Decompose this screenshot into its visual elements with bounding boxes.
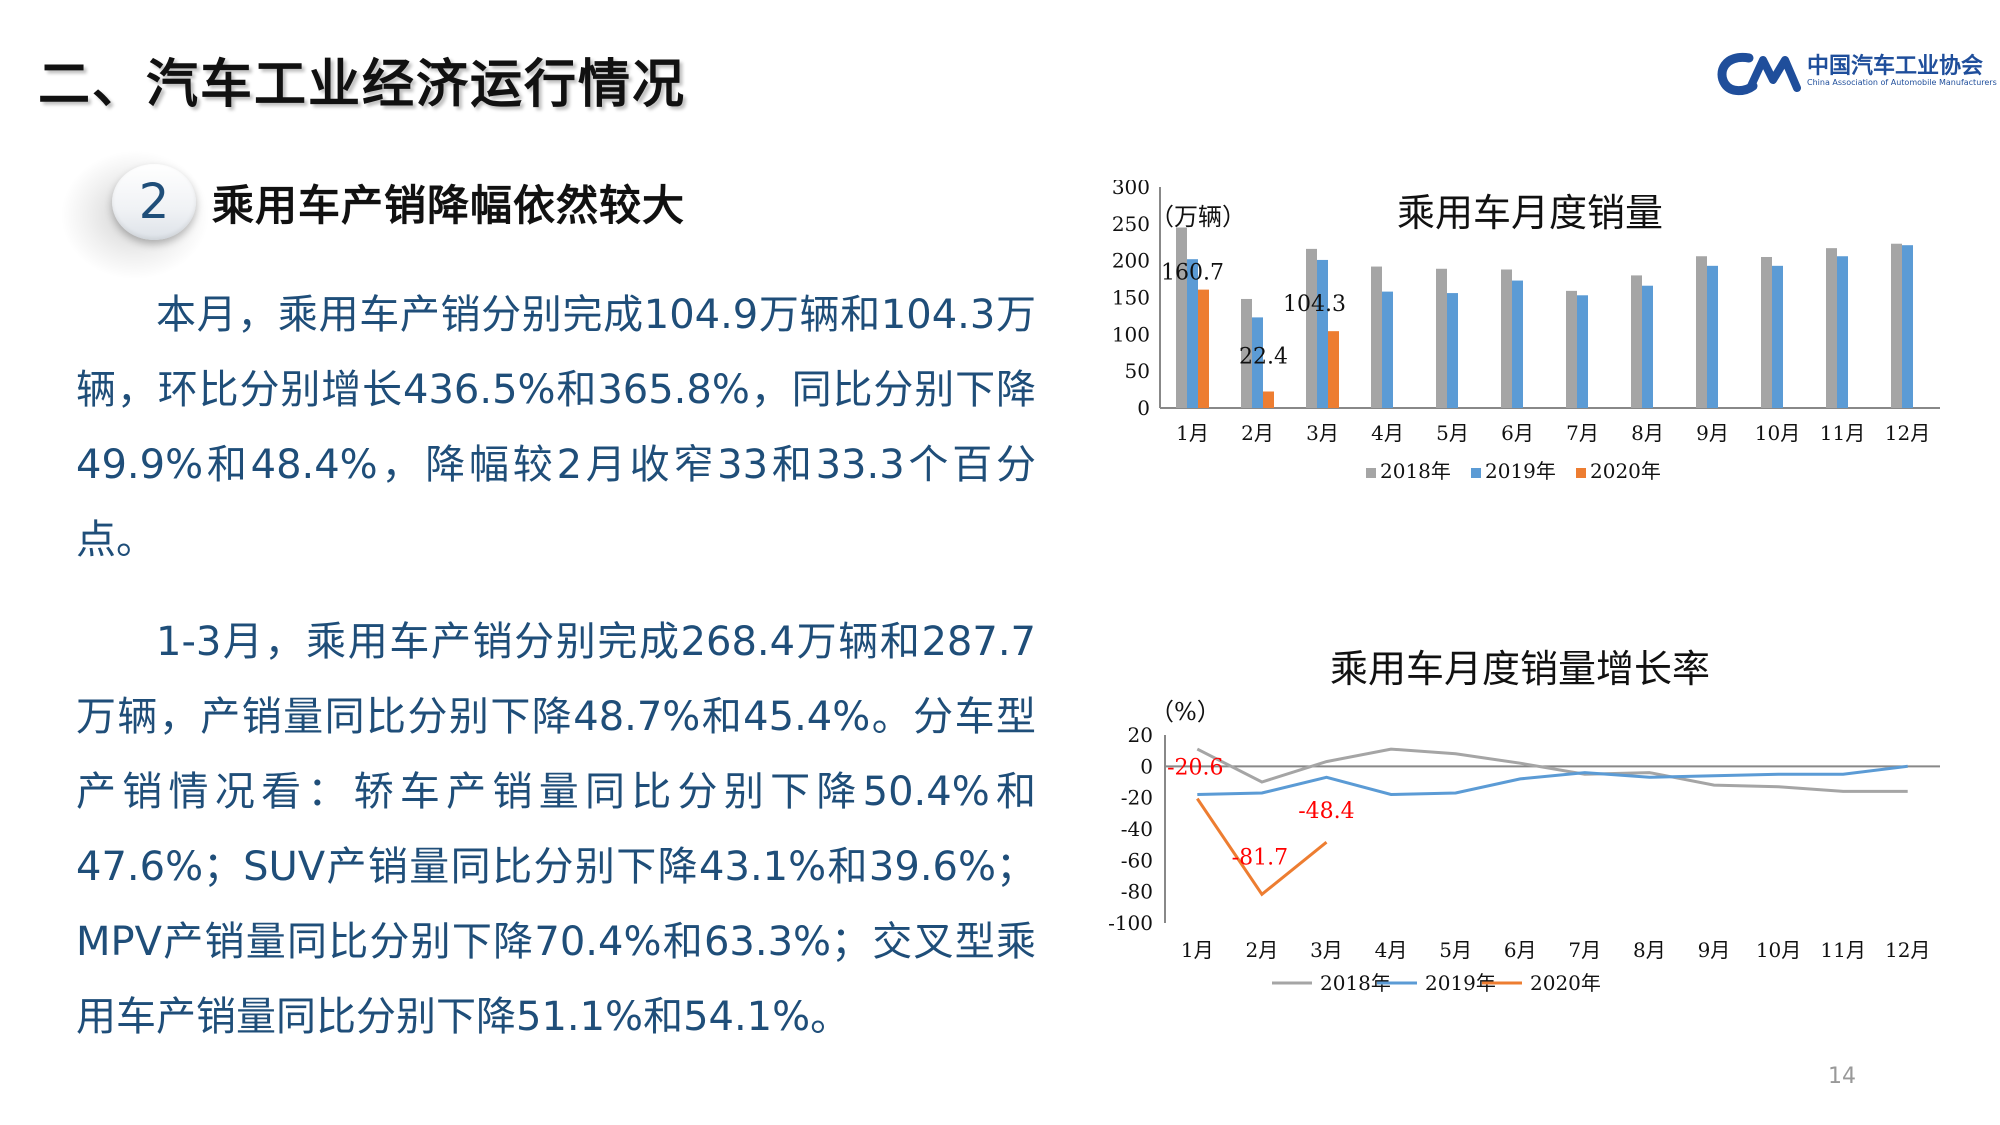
bar-2018年-2月: [1241, 298, 1252, 408]
bar-2019年-9月: [1707, 265, 1718, 408]
bar-2019年-11月: [1837, 256, 1848, 408]
bar-x-tick-label: 9月: [1696, 421, 1729, 445]
bar-2019年-10月: [1772, 265, 1783, 408]
line-data-label: -20.6: [1167, 756, 1223, 781]
bar-y-tick-label: 150: [1112, 286, 1150, 310]
line-x-tick-label: 3月: [1310, 938, 1343, 962]
bar-2019年-8月: [1642, 285, 1653, 408]
bar-2019年-12月: [1902, 245, 1913, 408]
bar-y-tick-label: 100: [1112, 322, 1150, 346]
bar-2018年-1月: [1176, 227, 1187, 408]
bar-data-label: 22.4: [1239, 344, 1288, 369]
line-x-tick-label: 6月: [1504, 938, 1537, 962]
line-x-tick-label: 2月: [1246, 938, 1279, 962]
bar-x-tick-label: 3月: [1306, 421, 1339, 445]
bar-2019年-3月: [1317, 259, 1328, 408]
bar-2018年-11月: [1826, 248, 1837, 408]
line-chart-unit-label: （%）: [1150, 698, 1221, 726]
bar-y-tick-label: 250: [1112, 212, 1150, 236]
line-y-tick-label: -20: [1121, 786, 1153, 810]
line-series-2019年: [1197, 764, 1908, 797]
line-y-tick-label: -100: [1108, 911, 1153, 935]
line-x-tick-label: 10月: [1756, 938, 1801, 962]
bar-2018年-5月: [1436, 268, 1447, 408]
line-y-tick-label: 20: [1128, 723, 1153, 747]
bar-2020年-1月: [1198, 289, 1209, 408]
line-chart-growth-rate: 乘用车月度销量增长率 （%） 20 0 -20 -40 -60 -80 -100 1月 2月 3月…: [1108, 647, 1940, 995]
bar-2018年-12月: [1891, 243, 1902, 408]
bar-2020年-3月: [1328, 331, 1339, 408]
line-x-tick-label: 12月: [1885, 938, 1930, 962]
bar-y-tick-label: 200: [1112, 249, 1150, 273]
bar-legend-label: 2018年: [1380, 459, 1451, 483]
bar-x-tick-label: 1月: [1176, 421, 1209, 445]
bar-2019年-1月: [1187, 259, 1198, 408]
line-y-tick-label: 0: [1140, 754, 1153, 778]
page-number: 14: [1828, 1064, 1856, 1089]
bar-2018年-6月: [1501, 269, 1512, 408]
bar-chart-unit-label: （万辆）: [1150, 203, 1246, 231]
bar-x-tick-label: 2月: [1241, 421, 1274, 445]
bar-chart-monthly-sales: 乘用车月度销量 （万辆） 0 50 100 150 200 250 300 1月 2月 3月 4月 5…: [1112, 180, 1940, 483]
bar-y-tick-label: 300: [1112, 180, 1150, 199]
bar-x-tick-label: 4月: [1371, 421, 1404, 445]
caam-logo-icon: [1717, 52, 1801, 96]
logo-chinese-name: 中国汽车工业协会: [1807, 54, 1984, 79]
bar-legend-label: 2020年: [1590, 459, 1661, 483]
bar-2019年-4月: [1382, 291, 1393, 408]
caam-logo: 中国汽车工业协会 China Association of Automobile…: [1715, 48, 1997, 98]
bar-y-tick-label: 0: [1137, 396, 1150, 420]
line-x-tick-label: 4月: [1375, 938, 1408, 962]
line-y-tick-label: -60: [1121, 848, 1153, 872]
bar-y-tick-label: 50: [1125, 359, 1150, 383]
bar-2019年-6月: [1512, 280, 1523, 408]
bar-2018年-4月: [1371, 266, 1382, 408]
bar-2018年-3月: [1306, 248, 1317, 408]
bar-x-tick-label: 11月: [1820, 421, 1865, 445]
bar-2018年-9月: [1696, 256, 1707, 408]
line-series-2018年: [1196, 747, 1908, 793]
line-x-tick-label: 7月: [1568, 938, 1601, 962]
line-x-tick-label: 5月: [1439, 938, 1472, 962]
line-y-tick-label: -80: [1121, 880, 1153, 904]
line-x-tick-label: 8月: [1633, 938, 1666, 962]
section-number-badge: 2: [112, 164, 196, 240]
line-chart-title: 乘用车月度销量增长率: [1330, 647, 1710, 691]
bar-2019年-7月: [1577, 295, 1588, 408]
bar-x-tick-label: 12月: [1885, 421, 1930, 445]
bar-legend-swatch: [1576, 468, 1586, 478]
line-x-tick-label: 11月: [1820, 938, 1865, 962]
bar-legend-label: 2019年: [1485, 459, 1556, 483]
logo-english-name: China Association of Automobile Manufact…: [1807, 78, 1997, 87]
section-subtitle: 乘用车产销降幅依然较大: [212, 181, 686, 230]
bar-2020年-2月: [1263, 391, 1274, 408]
line-series-2020年: [1196, 797, 1328, 897]
bar-2018年-10月: [1761, 256, 1772, 408]
paragraph-monthly: 本月，乘用车产销分别完成104.9万辆和104.3万辆，环比分别增长436.5%…: [76, 292, 1036, 563]
bar-2018年-8月: [1631, 275, 1642, 408]
bar-2019年-5月: [1447, 293, 1458, 408]
bar-data-label: 160.7: [1161, 261, 1224, 286]
line-legend-label: 2020年: [1530, 971, 1601, 995]
line-y-tick-label: -40: [1121, 817, 1153, 841]
bar-x-tick-label: 5月: [1436, 421, 1469, 445]
paragraph-quarterly: 1-3月，乘用车产销分别完成268.4万辆和287.7万辆，产销量同比分别下降4…: [76, 619, 1036, 1040]
bar-2019年-2月: [1252, 317, 1263, 408]
line-x-tick-label: 1月: [1181, 938, 1214, 962]
line-x-tick-label: 9月: [1698, 938, 1731, 962]
bar-chart-title: 乘用车月度销量: [1397, 191, 1663, 235]
bar-x-tick-label: 8月: [1631, 421, 1664, 445]
bar-2018年-7月: [1566, 290, 1577, 408]
line-data-label: -81.7: [1232, 845, 1288, 870]
bar-data-label: 104.3: [1283, 292, 1346, 317]
bar-x-tick-label: 10月: [1755, 421, 1800, 445]
bar-x-tick-label: 6月: [1501, 421, 1534, 445]
bar-x-tick-label: 7月: [1566, 421, 1599, 445]
slide-title: 二、汽车工业经济运行情况: [38, 55, 687, 115]
bar-legend-swatch: [1366, 468, 1376, 478]
bar-legend-swatch: [1471, 468, 1481, 478]
line-data-label: -48.4: [1298, 799, 1354, 824]
